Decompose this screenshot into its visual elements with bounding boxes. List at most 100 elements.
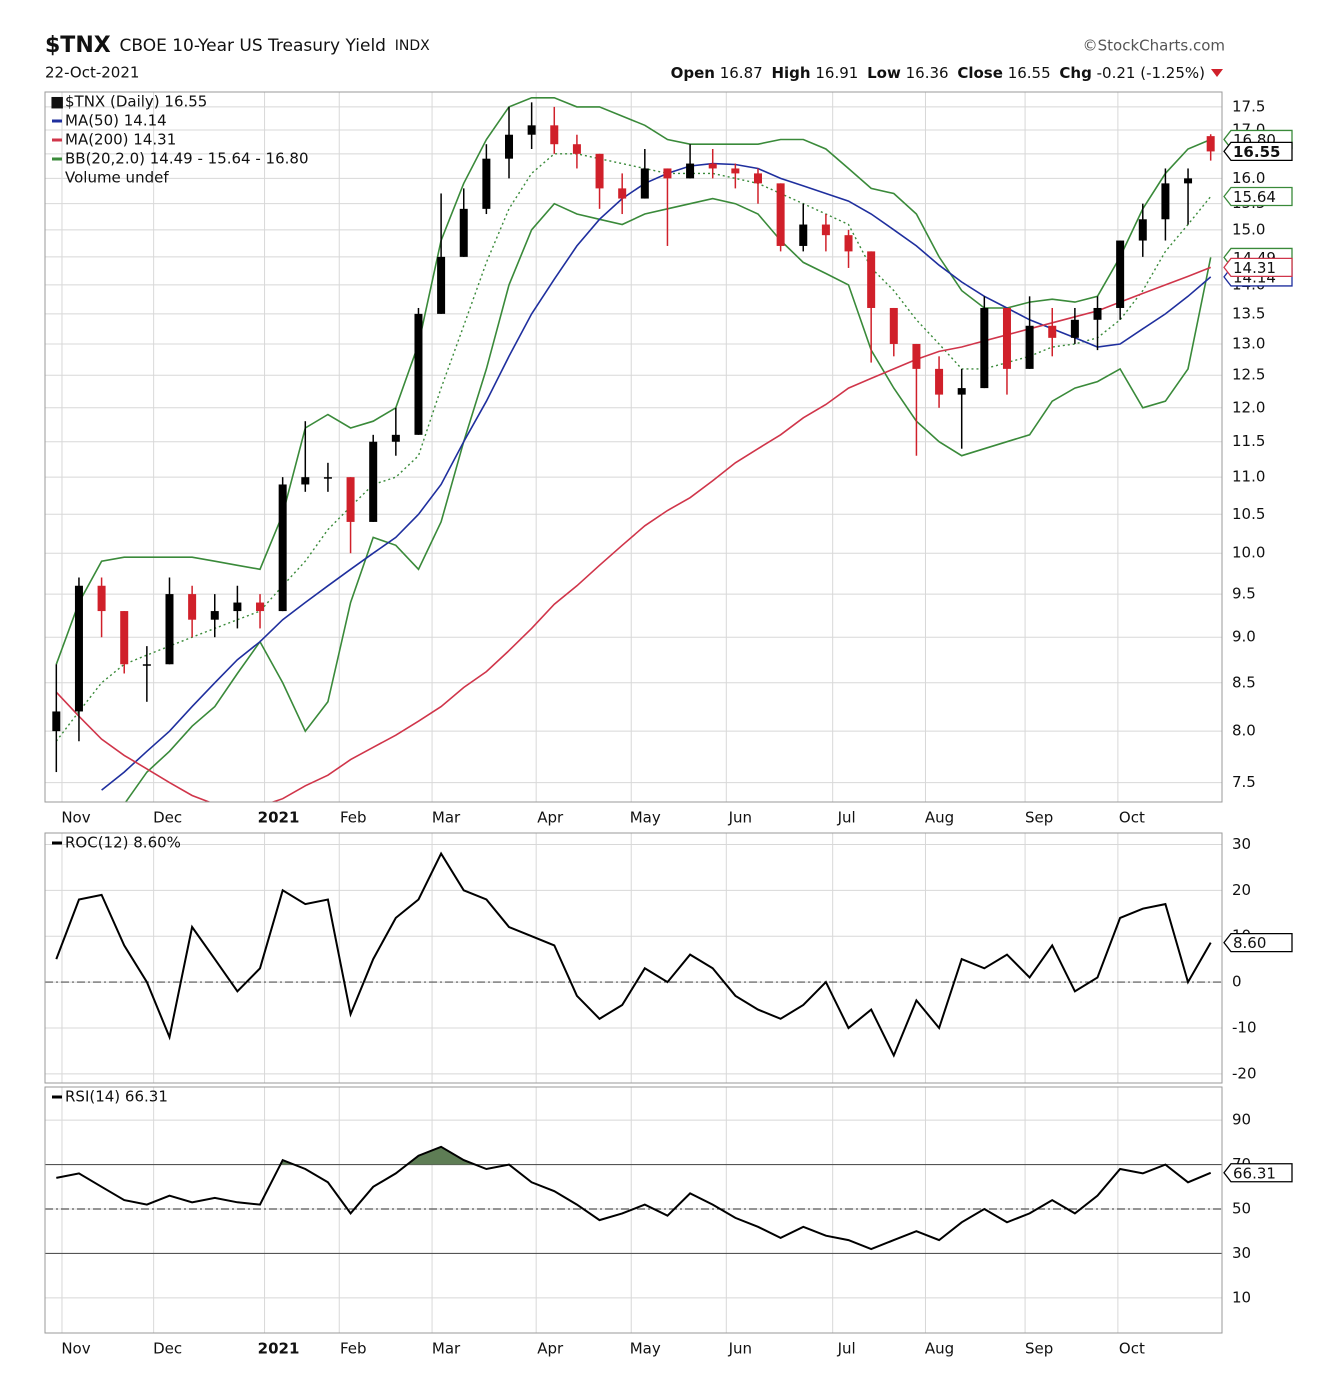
y-tick-label: 20 bbox=[1232, 881, 1251, 899]
candle-body bbox=[799, 224, 808, 246]
change-arrow bbox=[1211, 69, 1223, 77]
exchange: INDX bbox=[395, 38, 430, 54]
candle-body bbox=[233, 602, 242, 612]
series-line bbox=[56, 1145, 1212, 1251]
candle-body bbox=[980, 307, 989, 389]
candle-body bbox=[1048, 325, 1057, 338]
candle-body bbox=[414, 313, 423, 435]
candle-body bbox=[120, 611, 129, 665]
x-tick-label: Apr bbox=[537, 1340, 564, 1358]
candle-body bbox=[912, 343, 921, 369]
legend-label: RSI(14) 66.31 bbox=[65, 1088, 168, 1106]
x-tick-label: Jun bbox=[728, 809, 752, 827]
y-tick-label: -20 bbox=[1232, 1064, 1257, 1082]
x-tick-label: Aug bbox=[925, 809, 954, 827]
candle-body bbox=[301, 477, 310, 485]
x-tick-label: Oct bbox=[1119, 809, 1145, 827]
symbol: $TNX bbox=[45, 33, 111, 58]
candle-body bbox=[1184, 178, 1193, 184]
legend-icon: ■ bbox=[50, 93, 64, 111]
panel-border bbox=[44, 91, 1223, 803]
y-tick-label: 30 bbox=[1232, 835, 1251, 853]
value-tag-label: 14.31 bbox=[1233, 259, 1276, 277]
y-tick-label: 12.5 bbox=[1232, 366, 1265, 384]
y-tick-label: 12.0 bbox=[1232, 398, 1265, 416]
candle-body bbox=[97, 585, 106, 612]
value-tag bbox=[1223, 186, 1293, 207]
series-line bbox=[101, 162, 1212, 791]
value-tag-label: 8.60 bbox=[1233, 934, 1266, 952]
legend-label: MA(50) 14.14 bbox=[65, 112, 167, 130]
quote-label: Open bbox=[671, 64, 715, 82]
candle-body bbox=[889, 307, 898, 344]
value-tag bbox=[1223, 257, 1293, 278]
y-tick-label: 8.0 bbox=[1232, 722, 1256, 740]
value-tag-label: 15.64 bbox=[1233, 188, 1276, 206]
candle-body bbox=[550, 125, 559, 145]
quote-label: Close bbox=[957, 64, 1003, 82]
header-title: $TNX CBOE 10-Year US Treasury Yield INDX bbox=[45, 33, 430, 58]
candle-body bbox=[686, 163, 695, 179]
candle-body bbox=[482, 158, 491, 209]
y-tick-label: 11.5 bbox=[1232, 432, 1265, 450]
candle-body bbox=[1002, 307, 1011, 369]
y-tick-label: 9.0 bbox=[1232, 628, 1256, 646]
x-tick-label: Apr bbox=[537, 809, 564, 827]
x-tick-label: Feb bbox=[340, 809, 367, 827]
instrument-name: CBOE 10-Year US Treasury Yield bbox=[119, 36, 385, 56]
candle-body bbox=[1206, 136, 1215, 152]
panel bbox=[45, 92, 1222, 802]
x-tick-label: May bbox=[630, 1340, 661, 1358]
candle-body bbox=[572, 144, 581, 154]
candle-body bbox=[165, 594, 174, 665]
candle-body bbox=[618, 188, 627, 199]
x-tick-label: 2021 bbox=[258, 1340, 300, 1358]
candle-body bbox=[1093, 307, 1102, 320]
y-tick-label: 50 bbox=[1232, 1200, 1251, 1218]
y-tick-label: 9.5 bbox=[1232, 585, 1256, 603]
candle-body bbox=[935, 368, 944, 395]
candle-body bbox=[1161, 183, 1170, 220]
candle-body bbox=[142, 664, 151, 666]
y-tick-label: 13.5 bbox=[1232, 304, 1265, 322]
candle-body bbox=[731, 168, 740, 174]
x-tick-label: Oct bbox=[1119, 1340, 1145, 1358]
y-tick-label: -10 bbox=[1232, 1018, 1257, 1036]
candle-body bbox=[844, 235, 853, 252]
value-tag bbox=[1223, 1163, 1293, 1183]
candle-body bbox=[957, 388, 966, 395]
quote-label: Low bbox=[867, 64, 901, 82]
quote-value: -0.21 (-1.25%) bbox=[1097, 64, 1205, 82]
x-tick-label: Nov bbox=[61, 809, 90, 827]
candle-body bbox=[369, 441, 378, 522]
candle-body bbox=[188, 594, 197, 620]
candle-body bbox=[640, 168, 649, 199]
y-tick-label: 13.0 bbox=[1232, 334, 1265, 352]
candle-body bbox=[74, 585, 83, 712]
x-tick-label: May bbox=[630, 809, 661, 827]
candle-body bbox=[753, 173, 762, 184]
value-tag bbox=[1223, 932, 1293, 953]
quote-value: 16.55 bbox=[1008, 64, 1051, 82]
series-line bbox=[55, 851, 1212, 1058]
candle-body bbox=[595, 153, 604, 189]
candle-body bbox=[527, 125, 536, 135]
legend-label: BB(20,2.0) 14.49 - 15.64 - 16.80 bbox=[65, 150, 309, 168]
candle-body bbox=[821, 224, 830, 236]
x-tick-label: Jun bbox=[728, 1340, 752, 1358]
legend-label: $TNX (Daily) 16.55 bbox=[65, 93, 207, 111]
quote-value: 16.91 bbox=[815, 64, 858, 82]
y-tick-label: 10 bbox=[1232, 1288, 1251, 1306]
y-tick-label: 90 bbox=[1232, 1111, 1251, 1129]
y-tick-label: 7.5 bbox=[1232, 773, 1256, 791]
x-tick-label: Jul bbox=[837, 809, 856, 827]
y-tick-label: 16.0 bbox=[1232, 169, 1265, 187]
panel-border bbox=[44, 832, 1223, 1084]
x-tick-label: Jul bbox=[837, 1340, 856, 1358]
quote: Open 16.87 High 16.91 Low 16.36 Close 16… bbox=[671, 64, 1205, 82]
value-tag-label: 66.31 bbox=[1233, 1164, 1276, 1182]
candle-body bbox=[1070, 319, 1079, 338]
y-tick-label: 10.5 bbox=[1232, 505, 1265, 523]
